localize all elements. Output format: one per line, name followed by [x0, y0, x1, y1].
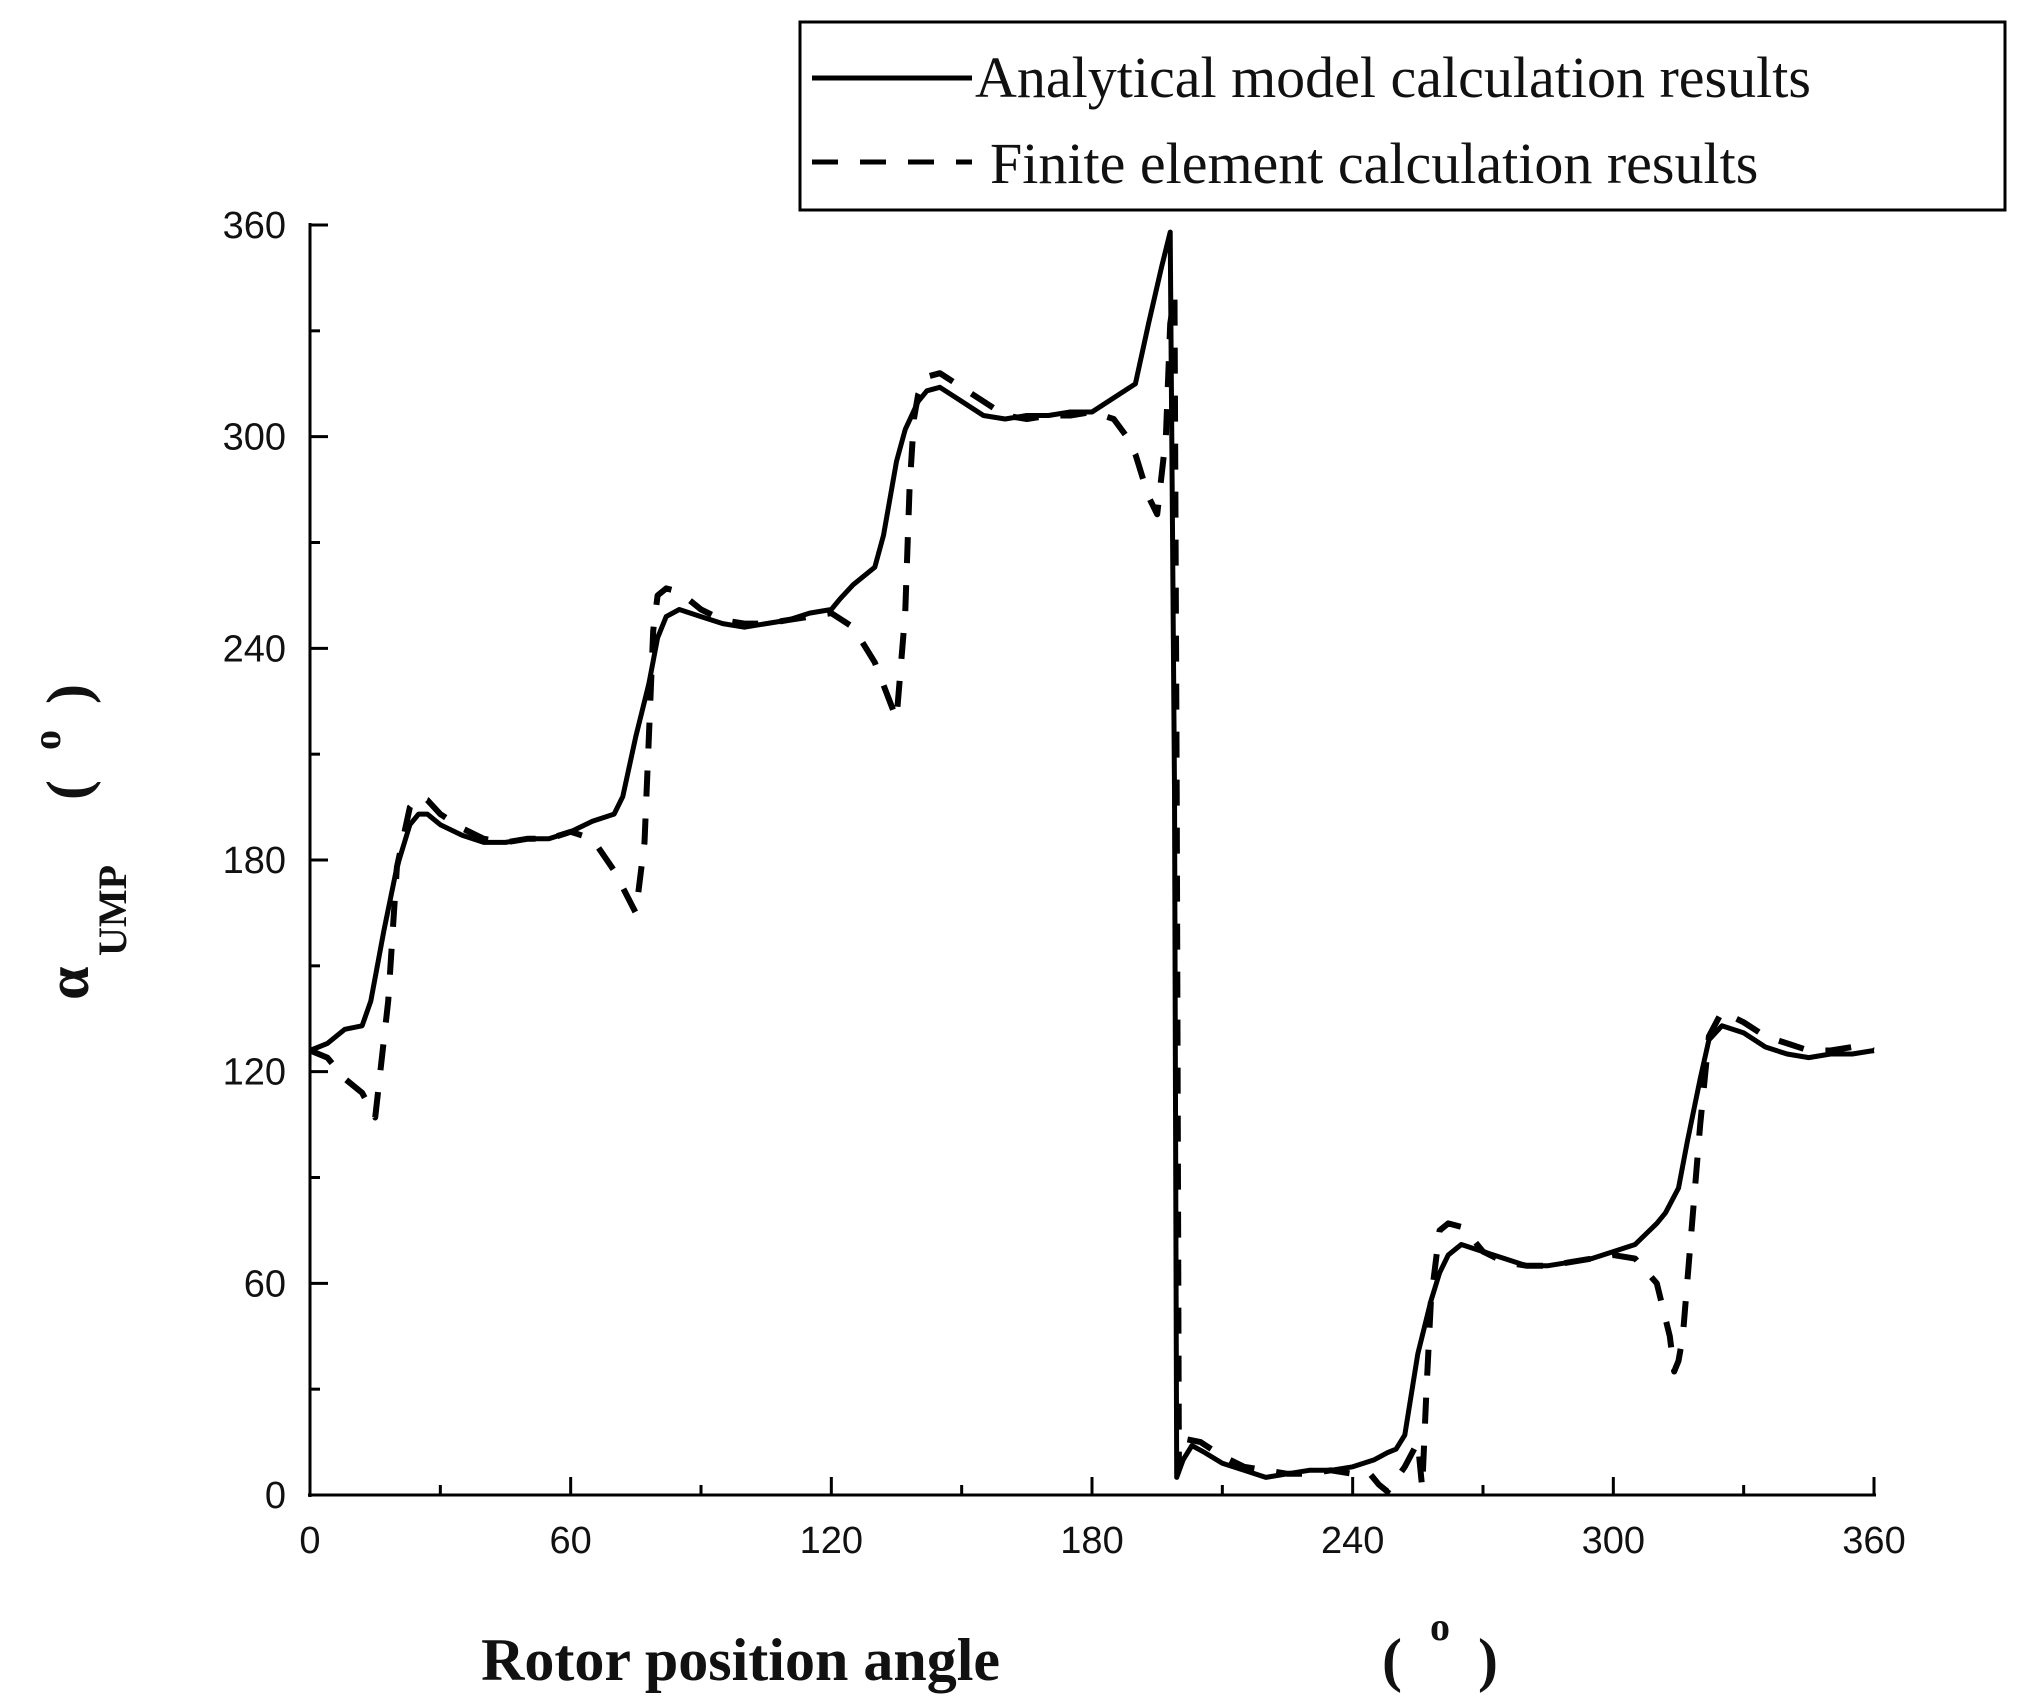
- legend-label-analytical: Analytical model calculation results: [975, 45, 1811, 110]
- x-axis-title: Rotor position angle ( o ): [481, 1604, 1498, 1693]
- y-tick-label: 300: [223, 417, 286, 459]
- legend: Analytical model calculation results Fin…: [798, 20, 2007, 212]
- y-tick-label: 60: [244, 1263, 286, 1305]
- x-tick-label: 180: [1060, 1520, 1123, 1562]
- y-axis-title-unit: o: [24, 730, 69, 750]
- x-axis-title-unit: o: [1430, 1604, 1450, 1649]
- y-axis-title-subscript: UMP: [90, 865, 135, 956]
- legend-label-finite-element: Finite element calculation results: [990, 131, 1758, 196]
- y-tick-label: 180: [223, 840, 286, 882]
- y-axis-title-symbol: α: [35, 967, 101, 1001]
- x-tick-label: 120: [800, 1520, 863, 1562]
- x-tick-label: 300: [1582, 1520, 1645, 1562]
- y-axis-title-close-paren: ): [35, 684, 101, 704]
- y-tick-label: 360: [223, 205, 286, 247]
- y-axis-title: α UMP ( o ): [24, 684, 135, 1000]
- x-axis-title-main: Rotor position angle: [481, 1627, 1000, 1693]
- x-tick-label: 60: [550, 1520, 592, 1562]
- legend-box: [798, 20, 2007, 212]
- x-tick-label: 0: [299, 1520, 320, 1562]
- series-layer: [308, 229, 1875, 1495]
- x-tick-label: 240: [1321, 1520, 1384, 1562]
- x-axis-title-close-paren: ): [1478, 1627, 1498, 1693]
- x-ticks: 0 60 120 180 240 300 360: [299, 1477, 1906, 1562]
- y-ticks: 0 60 120 180 240 300 360: [223, 205, 328, 1517]
- x-tick-label: 360: [1842, 1520, 1905, 1562]
- y-tick-label: 120: [223, 1052, 286, 1094]
- series-line-analytical: [309, 229, 1875, 1480]
- y-axis-title-open-paren: (: [35, 780, 101, 800]
- y-tick-label: 240: [223, 628, 286, 670]
- series-line-finite-element: [308, 292, 1875, 1495]
- x-axis-title-open-paren: (: [1382, 1627, 1402, 1693]
- y-tick-label: 0: [265, 1475, 286, 1517]
